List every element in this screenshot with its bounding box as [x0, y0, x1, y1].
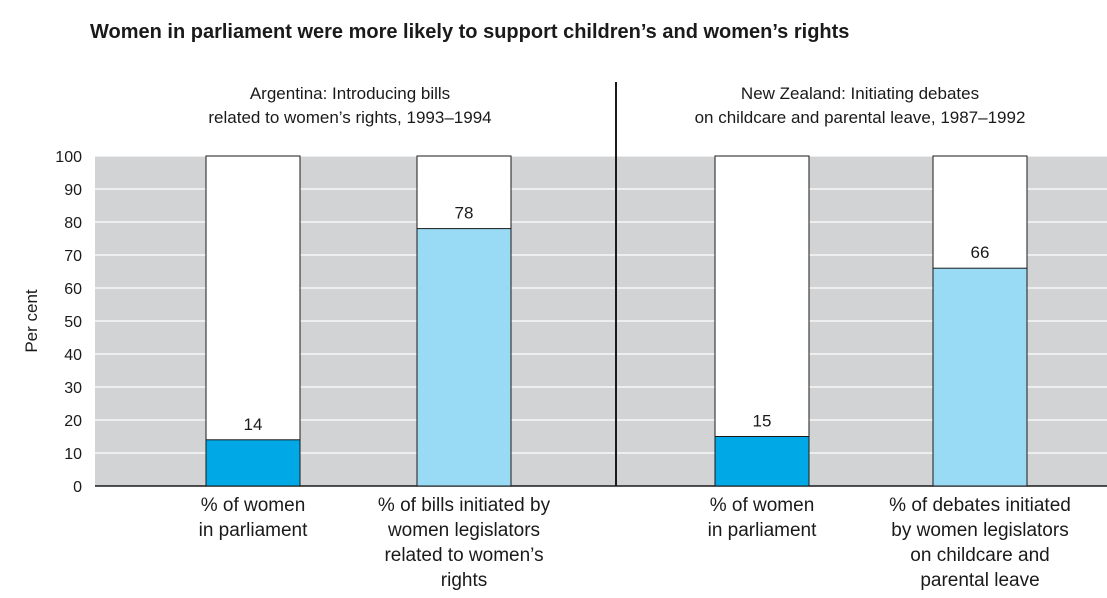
data-label: 15: [753, 412, 772, 431]
y-tick-label: 40: [64, 347, 82, 364]
x-category-label-line: parental leave: [920, 570, 1039, 591]
x-category-label-line: in parliament: [199, 520, 308, 541]
bar: [714, 436, 810, 487]
chart-title: Women in parliament were more likely to …: [90, 21, 849, 43]
x-category-label-line: % of bills initiated by: [378, 495, 551, 516]
x-category-label-line: % of women: [201, 495, 306, 516]
data-label: 78: [455, 204, 474, 223]
x-category-label-line: rights: [441, 570, 487, 591]
bar-remainder: [714, 155, 810, 487]
x-category-label-line: % of women: [710, 495, 815, 516]
y-tick-label: 20: [64, 413, 82, 430]
bar: [932, 267, 1028, 487]
panels: Argentina: Introducing bills related to w…: [199, 82, 1071, 591]
x-category-label-line: by women legislators: [891, 520, 1068, 541]
y-axis-label: Per cent: [22, 289, 41, 353]
panel-title-line: on childcare and parental leave, 1987–19…: [695, 108, 1026, 127]
bar: [205, 439, 301, 487]
x-category-label-line: women legislators: [387, 520, 540, 541]
panel-title-line: Argentina: Introducing bills: [250, 84, 450, 103]
y-tick-label: 70: [64, 248, 82, 265]
y-tick-label: 10: [64, 446, 82, 463]
panel: Argentina: Introducing bills related to w…: [199, 84, 551, 591]
data-label: 14: [244, 415, 263, 434]
x-category-label-line: % of debates initiated: [889, 495, 1071, 516]
y-tick-label: 50: [64, 314, 82, 331]
y-tick-label: 30: [64, 380, 82, 397]
x-category-label-line: related to women’s: [384, 545, 543, 566]
bar: [416, 228, 512, 487]
x-category-label-line: in parliament: [708, 520, 817, 541]
panel-title-line: New Zealand: Initiating debates: [741, 84, 979, 103]
y-tick-label: 60: [64, 281, 82, 298]
y-tick-label: 90: [64, 182, 82, 199]
y-tick-label: 80: [64, 215, 82, 232]
y-tick-label: 0: [73, 479, 82, 496]
data-label: 66: [971, 243, 990, 262]
panel: New Zealand: Initiating debates on childc…: [695, 84, 1071, 591]
panel-title-line: related to women’s rights, 1993–1994: [208, 108, 491, 127]
x-category-label-line: on childcare and: [910, 545, 1049, 566]
y-tick-label: 100: [55, 149, 82, 166]
bar-remainder: [205, 155, 301, 487]
